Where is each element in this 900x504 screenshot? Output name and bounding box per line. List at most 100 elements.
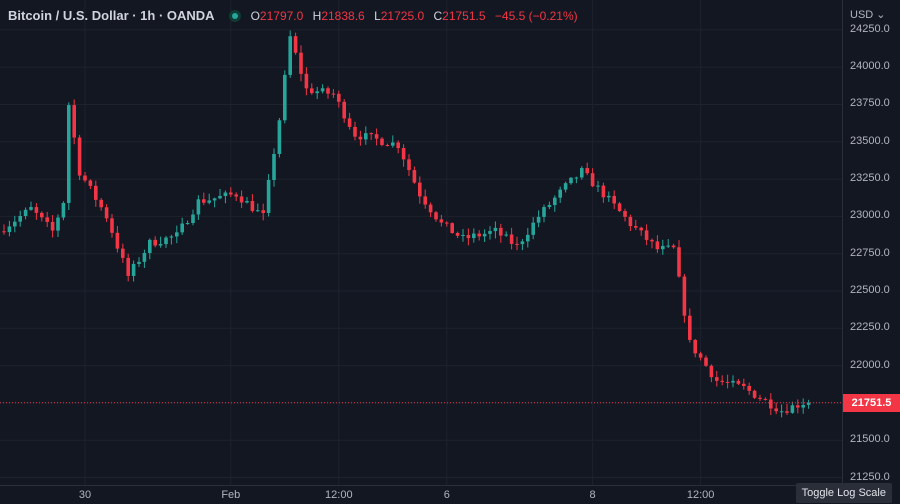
candle-body <box>455 232 460 236</box>
candle-body <box>234 194 238 197</box>
candle-body <box>121 248 125 258</box>
candle-body <box>369 133 373 135</box>
candle-body <box>563 183 568 190</box>
toggle-log-scale-button[interactable]: Toggle Log Scale <box>795 483 892 503</box>
symbol-title[interactable]: Bitcoin / U.S. Dollar · 1h · OANDA <box>8 8 215 23</box>
price-axis[interactable] <box>842 0 900 485</box>
candle-body <box>99 199 103 208</box>
candle-body <box>196 199 201 215</box>
candle-body <box>175 232 179 237</box>
candle-body <box>137 261 141 264</box>
candle-body <box>229 192 233 195</box>
candle-body <box>272 153 276 180</box>
candle-body <box>677 247 681 277</box>
price-tick-label: 23250.0 <box>850 172 890 185</box>
candle-body <box>396 142 400 149</box>
candle-body <box>131 263 136 276</box>
candle-body <box>526 234 530 242</box>
candle-body <box>488 231 492 234</box>
candle-body <box>288 36 292 75</box>
price-tick-label: 23750.0 <box>850 97 890 110</box>
price-tick-label: 21250.0 <box>850 470 890 483</box>
candle-body <box>29 207 33 210</box>
candle-body <box>574 177 579 179</box>
candle-body <box>169 236 174 238</box>
candle-body <box>72 105 76 138</box>
chart-legend: Bitcoin / U.S. Dollar · 1h · OANDA O2179… <box>8 8 584 23</box>
candle-body <box>434 212 438 220</box>
candle-body <box>299 52 303 74</box>
candle-body <box>7 226 12 233</box>
candle-body <box>477 233 481 237</box>
candle-body <box>785 411 789 413</box>
candle-body <box>40 212 44 218</box>
candle-body <box>126 257 130 276</box>
candle-body <box>315 91 319 94</box>
candle-body <box>331 93 336 95</box>
candle-body <box>688 315 692 340</box>
candle-body <box>94 185 98 200</box>
time-tick-label: 12:00 <box>325 489 353 501</box>
time-tick-label: Feb <box>221 489 241 501</box>
price-tick-label: 23500.0 <box>850 134 890 147</box>
candle-body <box>342 101 346 119</box>
candle-body <box>45 217 49 222</box>
candle-body <box>796 405 800 408</box>
candle-body <box>590 173 595 187</box>
candle-body <box>742 383 746 386</box>
candle-body <box>320 88 325 92</box>
candle-body <box>536 216 541 223</box>
candle-body <box>67 105 71 203</box>
candle-body <box>353 126 357 137</box>
candle-body <box>364 133 368 140</box>
candle-body <box>661 245 665 250</box>
low-label: L <box>374 8 381 23</box>
candle-body <box>223 192 228 196</box>
candle-body <box>607 195 611 198</box>
candle-body <box>450 223 454 233</box>
market-status-icon <box>228 9 241 22</box>
price-tick-label: 24250.0 <box>850 22 890 35</box>
candle-body <box>428 204 433 213</box>
candle-body <box>250 201 255 211</box>
candle-body <box>806 402 811 405</box>
price-tick-label: 24000.0 <box>850 60 890 73</box>
candle-body <box>482 233 487 237</box>
candle-body <box>650 239 654 242</box>
candle-body <box>520 241 525 245</box>
candle-body <box>164 237 168 245</box>
candle-body <box>774 408 778 412</box>
open-value: 21797.0 <box>259 8 304 23</box>
candle-body <box>747 385 751 391</box>
candle-body <box>769 399 773 409</box>
candle-body <box>509 234 514 244</box>
candle-body <box>407 159 411 171</box>
close-label: C <box>433 8 443 23</box>
candle-body <box>715 377 719 381</box>
candle-body <box>693 339 697 354</box>
candle-body <box>736 380 741 384</box>
candle-body <box>504 234 508 236</box>
candle-body <box>13 221 17 227</box>
candle-body <box>347 118 352 127</box>
candle-body <box>634 226 638 228</box>
candle-body <box>385 144 390 146</box>
candle-body <box>266 179 271 213</box>
candle-body <box>310 88 314 94</box>
candle-body <box>142 252 147 262</box>
candle-body <box>666 245 670 247</box>
candle-body <box>110 218 114 233</box>
time-axis[interactable] <box>0 485 842 504</box>
currency-selector[interactable]: USD ⌄ <box>850 9 886 21</box>
high-value: 21838.6 <box>321 8 365 23</box>
candle-body <box>601 185 606 198</box>
candle-body <box>801 404 805 408</box>
candle-body <box>18 216 22 222</box>
candle-body <box>61 202 66 218</box>
chart-plot-area[interactable] <box>0 0 842 485</box>
candle-body <box>326 88 330 94</box>
candle-body <box>191 214 195 224</box>
candle-body <box>569 177 573 184</box>
candle-body <box>158 244 163 246</box>
candle-body <box>374 134 379 139</box>
